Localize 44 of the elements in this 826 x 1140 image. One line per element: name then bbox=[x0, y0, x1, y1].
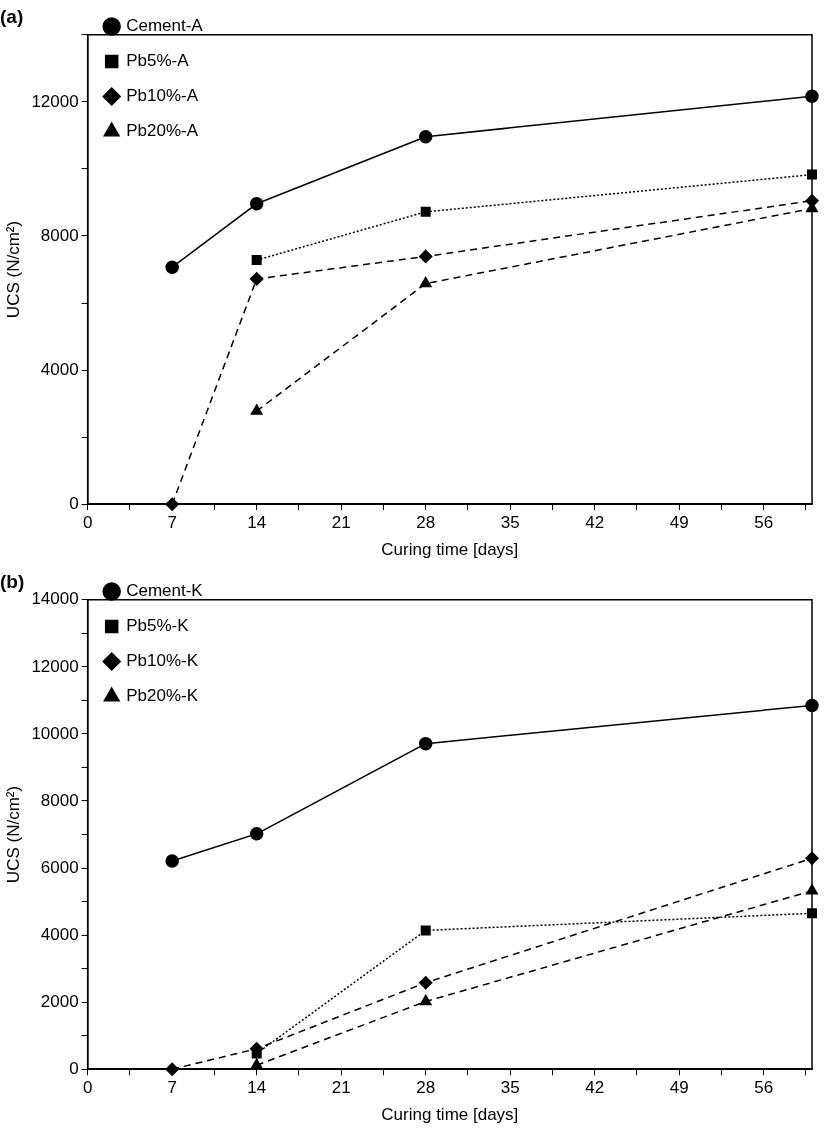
x-tick-label: 14 bbox=[247, 513, 267, 533]
legend-label: Pb10%-A bbox=[126, 86, 199, 106]
legend-label: Pb20%-K bbox=[126, 686, 199, 706]
x-tick-label: 7 bbox=[167, 1078, 177, 1098]
y-tick-label: 8000 bbox=[40, 790, 79, 810]
y-tick-label: 8000 bbox=[40, 225, 79, 245]
y-tick-label: 12000 bbox=[31, 656, 79, 676]
y-tick-label: 2000 bbox=[40, 991, 79, 1011]
x-tick-label: 35 bbox=[500, 513, 520, 533]
y-tick-label: 10000 bbox=[31, 723, 79, 743]
x-tick-label: 56 bbox=[754, 513, 774, 533]
legend-label: Pb10%-K bbox=[126, 651, 199, 671]
chart-title: (a) bbox=[0, 5, 24, 27]
y-tick-label: 4000 bbox=[40, 359, 79, 379]
x-axis-title: Curing time [days] bbox=[381, 540, 519, 560]
x-tick-label: 49 bbox=[669, 513, 689, 533]
x-tick-label: 42 bbox=[585, 1078, 605, 1098]
legend-label: Cement-A bbox=[126, 16, 204, 36]
x-tick-label: 14 bbox=[247, 1078, 267, 1098]
y-tick-label: 0 bbox=[69, 493, 79, 513]
legend-label: Cement-K bbox=[126, 581, 204, 601]
x-tick-label: 49 bbox=[669, 1078, 689, 1098]
chart-title: (b) bbox=[0, 570, 25, 592]
x-tick-label: 21 bbox=[331, 1078, 351, 1098]
legend-label: Pb5%-K bbox=[126, 616, 190, 636]
x-tick-label: 42 bbox=[585, 513, 605, 533]
y-axis-title: UCS (N/cm²) bbox=[3, 220, 23, 319]
y-tick-label: 6000 bbox=[40, 857, 79, 877]
x-tick-label: 0 bbox=[82, 513, 93, 533]
x-tick-label: 35 bbox=[500, 1078, 520, 1098]
x-tick-label: 56 bbox=[754, 1078, 774, 1098]
x-tick-label: 0 bbox=[82, 1078, 93, 1098]
y-tick-label: 4000 bbox=[40, 924, 79, 944]
x-axis-title: Curing time [days] bbox=[381, 1105, 519, 1125]
x-tick-label: 21 bbox=[331, 513, 351, 533]
legend-label: Pb5%-A bbox=[126, 51, 190, 71]
x-tick-label: 7 bbox=[167, 513, 177, 533]
y-tick-label: 0 bbox=[69, 1058, 79, 1078]
x-tick-label: 28 bbox=[416, 1078, 436, 1098]
y-tick-label: 12000 bbox=[31, 91, 79, 111]
y-axis-title: UCS (N/cm²) bbox=[3, 785, 23, 884]
legend-label: Pb20%-A bbox=[126, 121, 199, 141]
y-tick-label: 14000 bbox=[31, 589, 79, 609]
x-tick-label: 28 bbox=[416, 513, 436, 533]
